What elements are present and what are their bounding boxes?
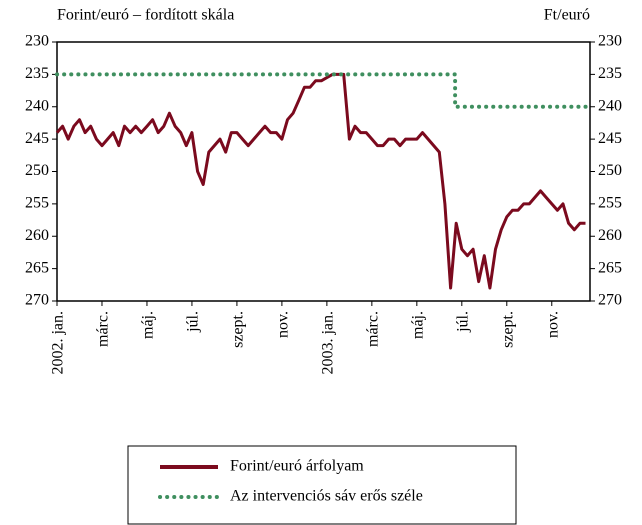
y-tick-label: 230 — [25, 33, 49, 50]
x-tick-label: szept. — [230, 311, 247, 348]
x-tick-label: nov. — [544, 311, 561, 338]
y-tick-label: 265 — [25, 259, 49, 276]
x-tick-label: szept. — [499, 311, 516, 348]
x-tick-label: nov. — [275, 311, 292, 338]
y2-axis-label: Ft/euró — [544, 7, 590, 24]
y2-tick-label: 240 — [598, 97, 622, 114]
y-tick-label: 245 — [25, 130, 49, 147]
legend-box — [127, 445, 517, 525]
y2-tick-label: 255 — [598, 195, 622, 212]
y2-tick-label: 245 — [598, 130, 622, 147]
y2-tick-label: 270 — [598, 292, 622, 309]
y2-tick-label: 250 — [598, 162, 622, 179]
x-tick-label: 2002. jan. — [50, 311, 67, 375]
legend-label: Forint/euró árfolyam — [230, 458, 364, 475]
y-tick-label: 240 — [25, 97, 49, 114]
series-line — [55, 72, 586, 290]
y2-tick-label: 230 — [598, 33, 622, 50]
series-line — [55, 72, 592, 109]
x-tick-label: márc. — [365, 311, 382, 347]
x-tick-label: máj. — [140, 311, 157, 339]
y2-tick-label: 265 — [598, 259, 622, 276]
x-tick-label: júl. — [454, 311, 471, 333]
y-tick-label: 260 — [25, 227, 49, 244]
y2-tick-label: 260 — [598, 227, 622, 244]
y2-tick-label: 235 — [598, 65, 622, 82]
x-tick-label: máj. — [410, 311, 427, 339]
x-tick-label: márc. — [95, 311, 112, 347]
y-tick-label: 270 — [25, 292, 49, 309]
legend-label: Az intervenciós sáv erős széle — [230, 488, 423, 505]
chart-title: Forint/euró – fordított skála — [57, 7, 234, 24]
x-tick-label: 2003. jan. — [320, 311, 337, 375]
x-tick-label: júl. — [185, 311, 202, 333]
y-tick-label: 255 — [25, 195, 49, 212]
y-tick-label: 250 — [25, 162, 49, 179]
y-tick-label: 235 — [25, 65, 49, 82]
